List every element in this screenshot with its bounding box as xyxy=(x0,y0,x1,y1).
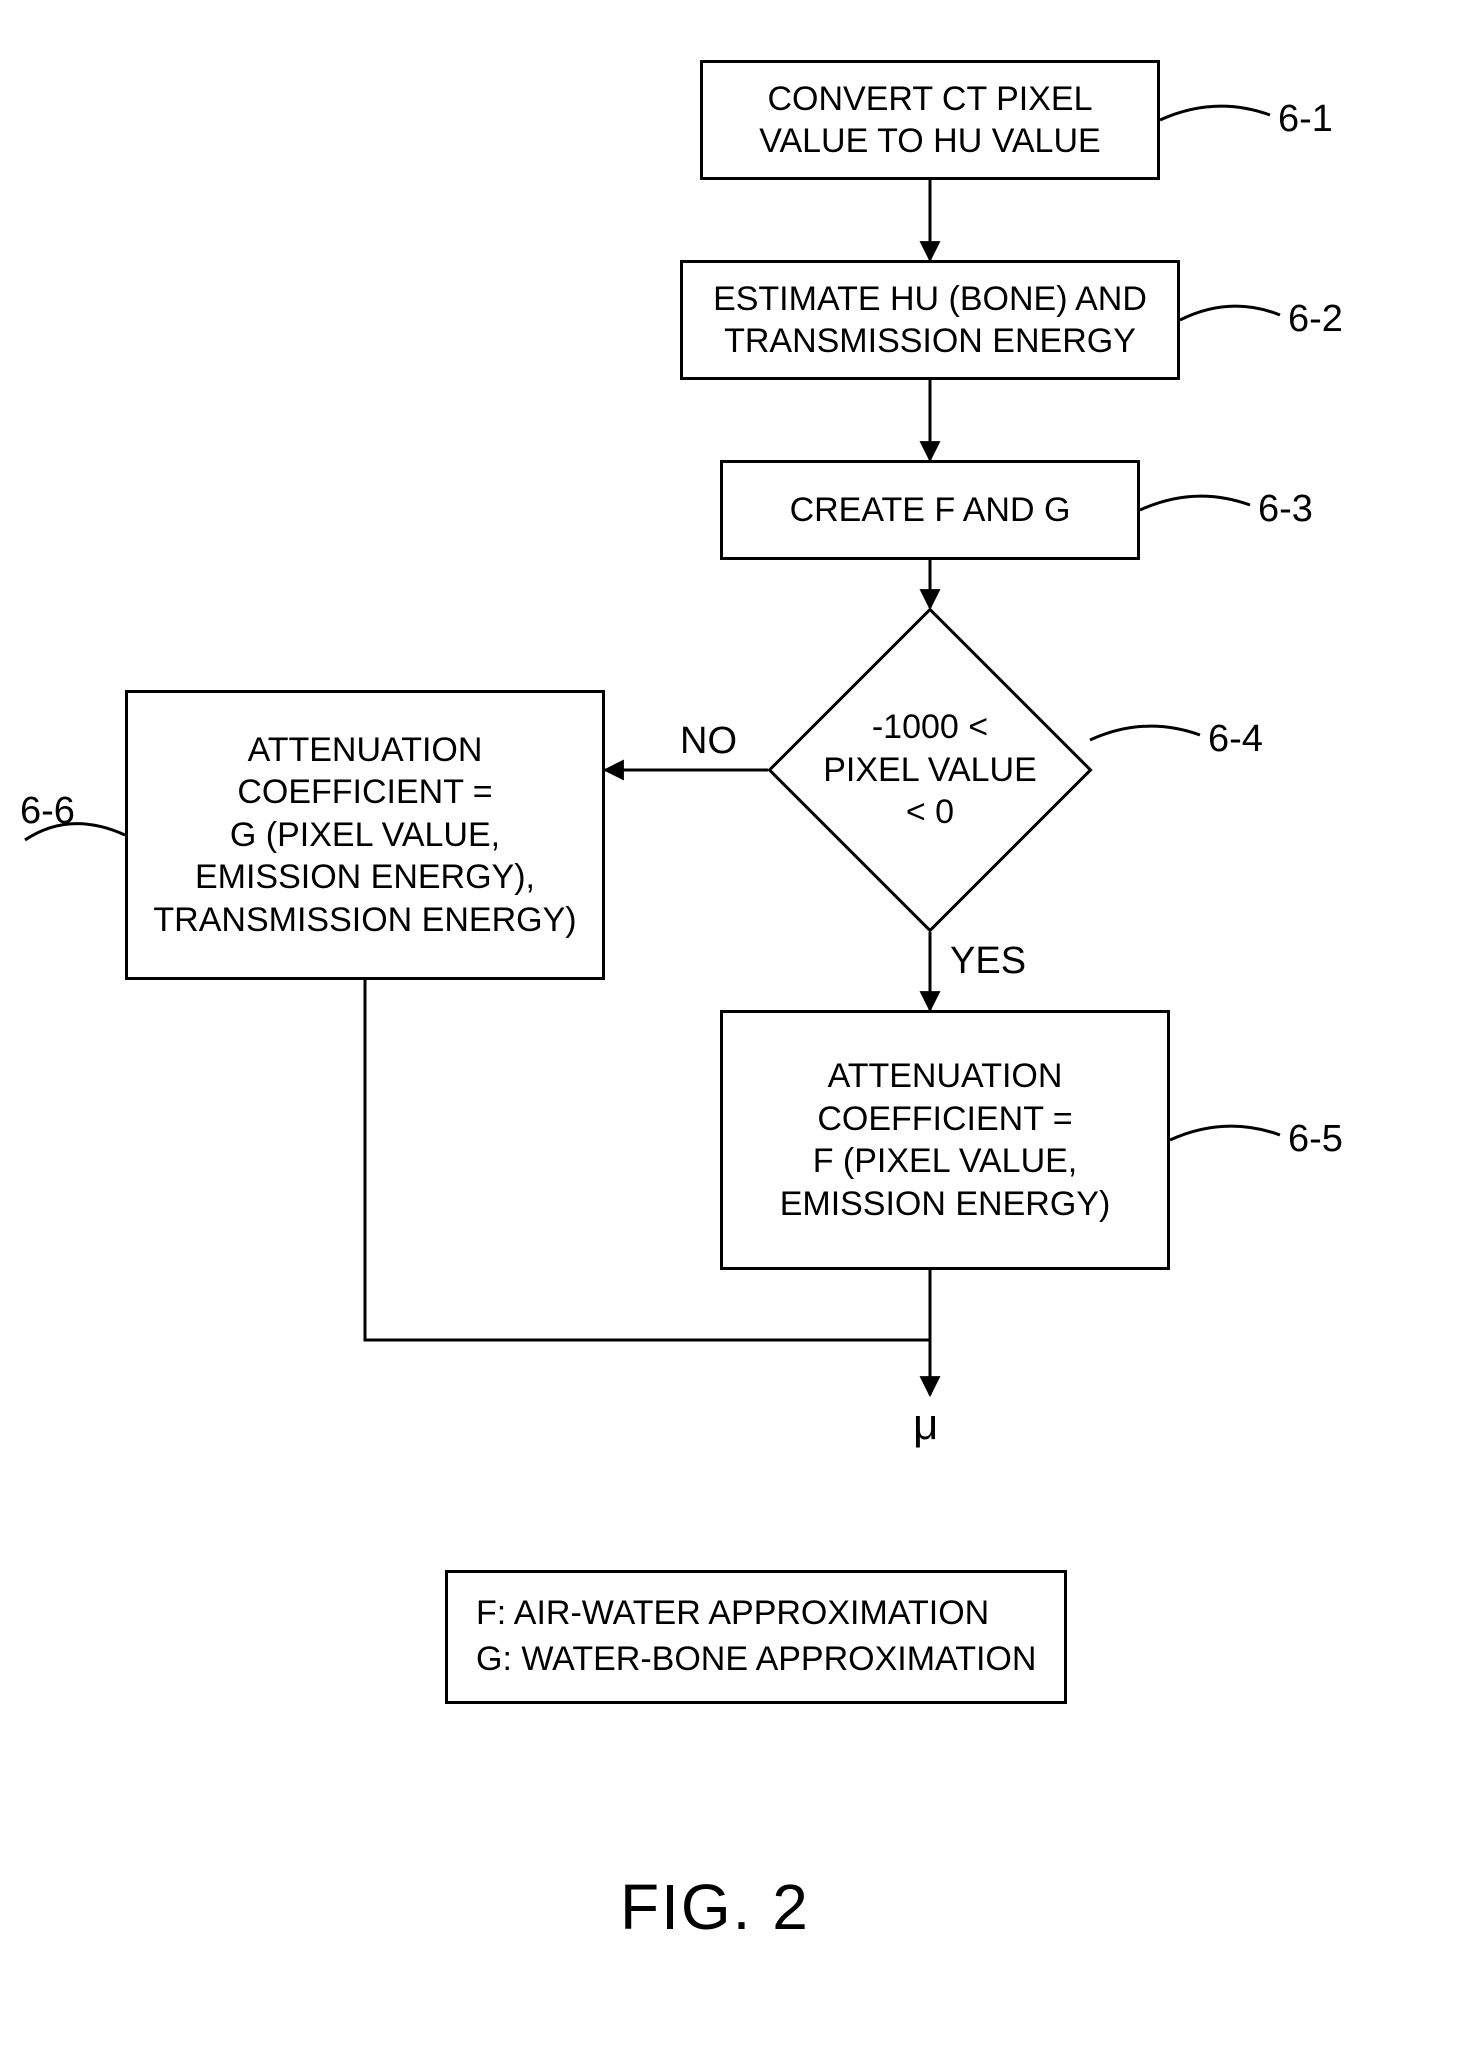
node-estimate-hu: ESTIMATE HU (BONE) ANDTRANSMISSION ENERG… xyxy=(680,260,1180,380)
node-attenuation-g: ATTENUATIONCOEFFICIENT =G (PIXEL VALUE,E… xyxy=(125,690,605,980)
node-convert-ct: CONVERT CT PIXELVALUE TO HU VALUE xyxy=(700,60,1160,180)
node-label-6-2: 6-2 xyxy=(1288,298,1343,341)
node-label-6-3: 6-3 xyxy=(1258,488,1313,531)
node-text: -1000 <PIXEL VALUE< 0 xyxy=(823,706,1037,834)
node-text: CREATE F AND G xyxy=(790,489,1071,532)
legend-g: G: WATER-BONE APPROXIMATION xyxy=(476,1637,1036,1683)
figure-caption: FIG. 2 xyxy=(620,1870,810,1944)
edge-label-yes: YES xyxy=(950,940,1026,983)
node-text: ATTENUATIONCOEFFICIENT =G (PIXEL VALUE,E… xyxy=(153,729,576,942)
edge-label-no: NO xyxy=(680,720,737,763)
node-create-fg: CREATE F AND G xyxy=(720,460,1140,560)
output-mu: μ xyxy=(913,1400,938,1450)
node-text: ATTENUATIONCOEFFICIENT =F (PIXEL VALUE,E… xyxy=(780,1055,1111,1225)
legend-f: F: AIR-WATER APPROXIMATION xyxy=(476,1591,1036,1637)
node-label-6-4: 6-4 xyxy=(1208,718,1263,761)
node-attenuation-f: ATTENUATIONCOEFFICIENT =F (PIXEL VALUE,E… xyxy=(720,1010,1170,1270)
legend-box: F: AIR-WATER APPROXIMATION G: WATER-BONE… xyxy=(445,1570,1067,1704)
node-text: ESTIMATE HU (BONE) ANDTRANSMISSION ENERG… xyxy=(713,278,1147,363)
node-text: CONVERT CT PIXELVALUE TO HU VALUE xyxy=(759,78,1100,163)
node-decision: -1000 <PIXEL VALUE< 0 xyxy=(815,655,1045,885)
node-label-6-5: 6-5 xyxy=(1288,1118,1343,1161)
node-label-6-1: 6-1 xyxy=(1278,98,1333,141)
node-label-6-6: 6-6 xyxy=(20,790,75,833)
